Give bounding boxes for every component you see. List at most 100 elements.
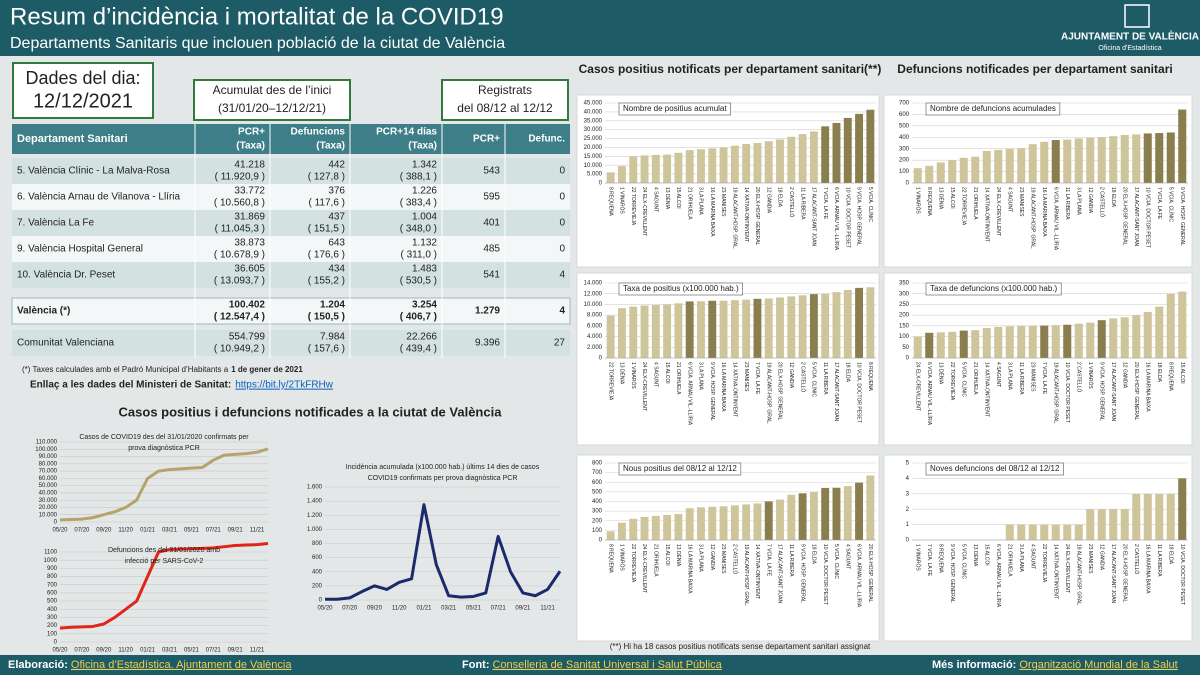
bar xyxy=(629,156,638,183)
x-tick-label: 14 XÀTIVA-ONTINYENT xyxy=(983,362,990,417)
table-cell: 27 xyxy=(554,338,566,349)
table-header: Defunc. xyxy=(528,134,565,145)
x-tick-label: 22 TORREVIEJA xyxy=(607,362,613,401)
x-tick-label: 13 DÉNIA xyxy=(619,362,626,385)
y-tick-label: 110.000 xyxy=(36,440,58,446)
y-tick-label: 30.000 xyxy=(39,498,58,504)
x-tick-label: 09/21 xyxy=(515,606,531,612)
x-tick-label: 15 ALCOI xyxy=(983,544,989,566)
bar xyxy=(948,160,957,183)
x-tick-label: 9 VCIA. HOSP. GENERAL xyxy=(799,544,805,603)
y-tick-label: 150 xyxy=(899,323,910,329)
x-tick-label: 1 VINARÒS xyxy=(914,187,921,214)
x-tick-label: 21 ORIHUELA xyxy=(1006,544,1012,577)
x-tick-label: 6 VCIA. ARNAU VIL.-LLÍRIA xyxy=(1052,187,1059,251)
y-tick-label: 5 xyxy=(906,461,910,467)
x-tick-label: 7 VCIA. LA FE xyxy=(926,544,932,577)
x-tick-label: 21 ORIHUELA xyxy=(972,187,978,220)
line xyxy=(325,503,562,601)
x-tick-label: 14 XÀTIVA-ONTINYENT xyxy=(1052,544,1059,599)
y-tick-label: 200 xyxy=(592,518,603,524)
bar xyxy=(1097,509,1106,540)
registrats-range: del 08/12 al 12/12 xyxy=(457,101,553,115)
x-tick-label: 6 VCIA. ARNAU VIL.-LLÍRIA xyxy=(686,362,693,426)
y-tick-label: 100 xyxy=(47,631,58,637)
x-tick-label: 09/21 xyxy=(228,648,244,654)
y-tick-label: 4.000 xyxy=(587,334,603,340)
table-cell: 41.218 xyxy=(234,160,265,171)
table-cell: 4 xyxy=(559,306,565,317)
x-tick-label: 12 GANDIA xyxy=(1087,187,1093,214)
bar xyxy=(1120,509,1129,540)
x-tick-label: 21 ORIHUELA xyxy=(652,544,658,577)
chart-panel xyxy=(883,454,1193,642)
footer-label: Font: xyxy=(462,659,489,671)
bar xyxy=(1086,322,1095,358)
bar xyxy=(843,486,852,540)
note: (*) Taxes calculades amb el Padró Munici… xyxy=(22,365,229,374)
bar xyxy=(1120,135,1129,183)
y-tick-label: 300 xyxy=(592,509,603,515)
footer-band xyxy=(0,655,1200,675)
section-title: Defuncions notificades per departament s… xyxy=(897,62,1172,76)
bar xyxy=(674,514,683,540)
x-tick-label: 22 TORREVIEJA xyxy=(630,187,636,226)
y-tick-label: 600 xyxy=(899,112,910,118)
bar xyxy=(651,154,660,183)
x-tick-label: 11 LA RIBERA xyxy=(822,362,828,395)
y-tick-label: 50.000 xyxy=(39,483,58,489)
footer-link[interactable]: Conselleria de Sanitat Universal i Salut… xyxy=(492,659,722,671)
note-link[interactable]: https://bit.ly/2TkFRHw xyxy=(235,380,334,391)
bar xyxy=(1097,137,1106,183)
footer-link[interactable]: Oficina d’Estadística. Ajuntament de Val… xyxy=(71,659,292,671)
table-header: (Taxa) xyxy=(316,141,345,152)
x-tick-label: 15 ALCOI xyxy=(675,187,681,209)
bar xyxy=(798,493,807,540)
x-tick-label: 07/21 xyxy=(206,648,222,654)
chart-title-box xyxy=(925,462,1064,476)
x-tick-label: 17 ALACANT-SANT JOAN xyxy=(777,544,783,603)
y-tick-label: 200 xyxy=(47,623,58,629)
bar xyxy=(1017,524,1026,540)
x-tick-label: 14 XÀTIVA-ONTINYENT xyxy=(743,187,750,242)
table-cell: ( 530,5 ) xyxy=(400,276,437,287)
table-cell: 1.004 xyxy=(412,212,437,223)
y-tick-label: 25.000 xyxy=(584,136,603,142)
bar xyxy=(1063,524,1072,540)
table-cell: ( 117,6 ) xyxy=(309,198,346,209)
bar xyxy=(629,518,638,540)
bar xyxy=(663,514,672,540)
chart-title: Nombre de defuncions acumulades xyxy=(930,104,1056,113)
bar xyxy=(866,109,875,183)
logo-text: AJUNTAMENT DE VALÈNCIA xyxy=(1061,30,1199,43)
y-tick-label: 600 xyxy=(592,480,603,486)
table-cell: ( 150,5 ) xyxy=(308,312,345,323)
y-tick-label: 500 xyxy=(592,489,603,495)
x-tick-label: 1 VINARÒS xyxy=(630,362,637,389)
bar xyxy=(606,172,615,183)
x-tick-label: 20 ELX-HOSP. GENERAL xyxy=(754,187,760,245)
x-tick-label: 22 TORREVIEJA xyxy=(1041,544,1047,583)
x-tick-label: 4 SAGUNT xyxy=(1006,187,1012,212)
x-tick-label: 4 SAGUNT xyxy=(652,362,658,387)
x-tick-label: 1 VINARÒS xyxy=(619,544,626,571)
x-tick-label: 07/21 xyxy=(206,528,222,534)
y-tick-label: 4 xyxy=(906,476,910,482)
x-tick-label: 8 REQUENA xyxy=(937,544,943,574)
x-tick-label: 3 LA PLANA xyxy=(698,187,704,215)
bar xyxy=(1097,320,1106,358)
x-tick-label: 24 ELX-CREVILLENT xyxy=(1064,544,1070,593)
y-tick-label: 500 xyxy=(47,599,58,605)
bar xyxy=(1074,323,1083,358)
y-tick-label: 200 xyxy=(899,313,910,319)
chart-title: Nombre de positius acumulat xyxy=(623,104,727,113)
x-tick-label: 11 LA RIBERA xyxy=(1156,544,1162,577)
footer-link[interactable]: Organització Mundial de la Salut xyxy=(1019,659,1177,671)
x-tick-label: 5 VCIA. CLÍNIC xyxy=(867,187,874,222)
x-tick-label: 21 ORIHUELA xyxy=(686,187,692,220)
table-row-bg xyxy=(12,158,570,184)
bar xyxy=(1178,291,1187,358)
y-tick-label: 350 xyxy=(899,281,910,287)
bar xyxy=(1109,318,1118,358)
chart-title-box xyxy=(618,102,731,116)
